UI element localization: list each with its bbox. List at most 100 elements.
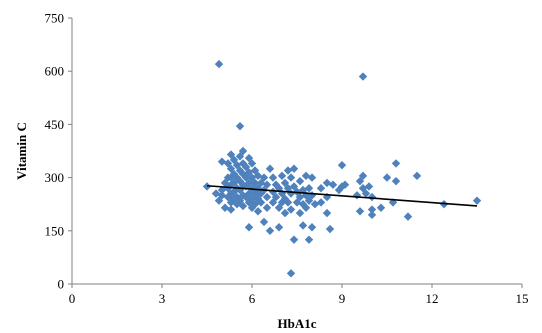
data-point: [295, 192, 305, 202]
data-point: [367, 192, 377, 202]
data-point: [229, 155, 239, 165]
data-point: [226, 150, 236, 159]
data-point: [298, 221, 308, 230]
data-point: [286, 205, 296, 214]
y-tick-label: 750: [45, 11, 65, 26]
data-point: [226, 164, 236, 173]
data-point: [238, 159, 248, 168]
data-point: [310, 200, 320, 209]
data-point: [298, 185, 308, 195]
data-point: [244, 189, 254, 198]
data-point: [262, 203, 272, 212]
data-point: [304, 235, 314, 244]
data-point: [361, 189, 371, 198]
x-tick-label: 3: [159, 291, 166, 306]
data-point: [253, 207, 263, 216]
data-point: [256, 198, 266, 207]
data-point: [367, 205, 377, 214]
data-point: [262, 180, 272, 189]
y-axis-title: Vitamin C: [14, 122, 29, 180]
data-point: [337, 160, 347, 170]
x-tick-label: 12: [426, 291, 439, 306]
x-tick-label: 15: [516, 291, 529, 306]
y-tick-label: 150: [45, 223, 65, 238]
data-point: [283, 166, 293, 175]
data-point: [274, 223, 284, 232]
data-point: [238, 191, 248, 200]
x-tick-label: 0: [69, 291, 76, 306]
data-point: [238, 180, 248, 189]
data-point: [280, 208, 290, 218]
data-point: [352, 191, 362, 200]
data-point: [277, 189, 287, 198]
data-point: [316, 184, 326, 193]
data-point: [292, 198, 302, 207]
data-point: [322, 178, 332, 188]
data-point: [355, 176, 365, 186]
data-point: [334, 185, 344, 195]
data-point: [232, 160, 242, 170]
data-point: [265, 164, 275, 173]
data-point: [340, 180, 350, 189]
data-point: [358, 171, 368, 181]
data-point: [322, 208, 332, 218]
data-point: [235, 121, 245, 131]
y-tick-label: 450: [45, 117, 65, 132]
data-point: [367, 210, 377, 220]
data-point: [307, 223, 317, 232]
data-point: [268, 173, 278, 182]
data-point: [286, 173, 296, 182]
data-point: [376, 203, 386, 212]
data-point: [472, 196, 482, 205]
data-point: [244, 168, 254, 177]
data-point: [286, 269, 296, 278]
data-point: [355, 207, 365, 216]
data-point: [250, 189, 260, 198]
data-point: [244, 223, 254, 232]
x-tick-labels: 0 3 6 9 12 15: [69, 291, 529, 306]
y-tick-label: 600: [45, 64, 65, 79]
data-point: [223, 159, 233, 168]
data-point: [301, 171, 311, 181]
data-point: [295, 176, 305, 186]
data-point: [358, 72, 368, 81]
data-point: [271, 192, 281, 202]
y-tick-labels: 0 150 300 450 600 750: [45, 11, 65, 292]
data-point: [253, 171, 263, 181]
data-point: [277, 198, 287, 207]
data-point: [307, 173, 317, 182]
data-point: [226, 198, 236, 207]
axes: [68, 17, 523, 288]
data-point: [256, 189, 266, 198]
data-point: [238, 146, 248, 156]
data-point: [271, 180, 281, 189]
data-point: [217, 157, 227, 166]
x-tick-label: 6: [249, 291, 256, 306]
data-point: [235, 152, 245, 161]
data-point: [412, 171, 422, 181]
data-point: [262, 192, 272, 202]
data-point: [391, 159, 401, 168]
data-point: [211, 189, 221, 198]
data-point: [265, 226, 275, 235]
data-point: [328, 180, 338, 189]
data-point: [214, 59, 224, 69]
data-point: [226, 180, 236, 189]
data-point: [283, 198, 293, 207]
data-point: [403, 212, 413, 221]
data-point: [289, 164, 299, 173]
data-point: [235, 185, 245, 195]
data-point: [295, 208, 305, 218]
data-point: [388, 198, 398, 207]
data-point: [301, 203, 311, 212]
y-tick-label: 0: [58, 277, 65, 292]
data-point: [316, 198, 326, 207]
x-axis-title: HbA1c: [278, 316, 317, 331]
data-point: [325, 224, 335, 234]
data-point: [244, 198, 254, 207]
data-point: [277, 171, 287, 181]
y-tick-label: 300: [45, 170, 65, 185]
data-point: [289, 235, 299, 244]
data-point: [259, 217, 269, 227]
